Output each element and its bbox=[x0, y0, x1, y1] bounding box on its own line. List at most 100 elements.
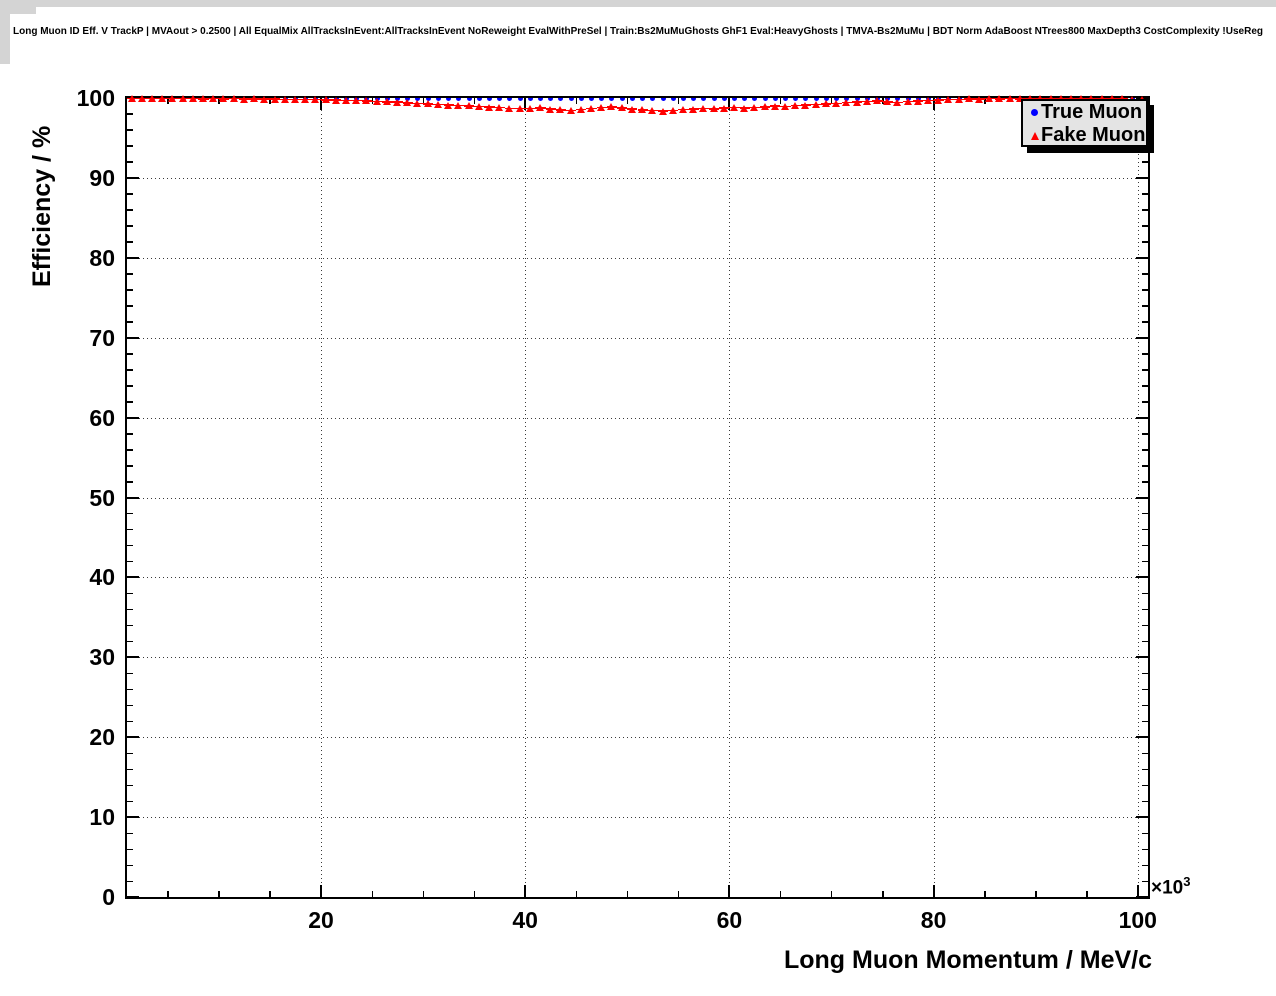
gridline-horizontal bbox=[127, 257, 1148, 259]
data-point-fake-muon bbox=[239, 95, 248, 103]
y-minor-tick-mirror bbox=[1142, 273, 1148, 275]
plot-frame-border bbox=[125, 96, 1150, 899]
data-point-fake-muon bbox=[556, 106, 565, 114]
data-point-true-muon bbox=[691, 95, 697, 101]
data-point-true-muon bbox=[885, 95, 891, 101]
y-major-tick bbox=[127, 256, 139, 259]
y-major-tick-mirror bbox=[1136, 576, 1148, 579]
y-minor-tick bbox=[127, 385, 133, 387]
data-point-true-muon bbox=[854, 95, 860, 101]
y-tick-label: 70 bbox=[89, 324, 115, 351]
data-point-true-muon bbox=[589, 95, 595, 101]
y-minor-tick bbox=[127, 225, 133, 227]
y-minor-tick-mirror bbox=[1142, 768, 1148, 771]
data-point-fake-muon bbox=[934, 96, 943, 104]
data-point-true-muon bbox=[629, 95, 635, 101]
data-point-fake-muon bbox=[944, 96, 953, 104]
data-point-true-muon bbox=[507, 95, 513, 101]
x-minor-tick-mirror bbox=[575, 98, 578, 104]
y-minor-tick-mirror bbox=[1142, 672, 1148, 675]
data-point-fake-muon bbox=[148, 94, 157, 102]
gridline-vertical bbox=[525, 98, 527, 897]
x-minor-tick-mirror bbox=[473, 98, 476, 104]
y-minor-tick bbox=[127, 161, 133, 163]
data-point-fake-muon bbox=[444, 101, 453, 109]
data-point-fake-muon bbox=[832, 99, 841, 107]
y-minor-tick-mirror bbox=[1142, 528, 1148, 531]
data-point-true-muon bbox=[834, 95, 840, 101]
fake-muon-marker bbox=[1028, 131, 1041, 140]
x-minor-tick-mirror bbox=[677, 98, 680, 104]
y-minor-tick bbox=[127, 465, 133, 467]
data-point-fake-muon bbox=[158, 95, 167, 103]
y-minor-tick bbox=[127, 608, 133, 611]
gridline-horizontal bbox=[127, 337, 1148, 339]
y-minor-tick bbox=[127, 241, 133, 243]
y-minor-tick-mirror bbox=[1142, 433, 1148, 435]
y-major-tick bbox=[127, 896, 139, 898]
y-minor-tick bbox=[127, 449, 133, 451]
data-point-fake-muon bbox=[709, 105, 718, 113]
data-point-fake-muon bbox=[536, 104, 544, 112]
data-point-fake-muon bbox=[883, 98, 892, 106]
x-major-tick bbox=[524, 885, 527, 897]
data-point-true-muon bbox=[772, 95, 778, 101]
y-minor-tick bbox=[127, 704, 133, 707]
gridline-vertical bbox=[729, 98, 731, 897]
data-point-true-muon bbox=[538, 95, 543, 101]
data-point-fake-muon bbox=[464, 102, 473, 110]
data-point-fake-muon bbox=[576, 106, 585, 113]
x-minor-tick bbox=[473, 891, 476, 897]
y-minor-tick-mirror bbox=[1142, 784, 1148, 787]
data-point-true-muon bbox=[456, 95, 462, 101]
y-minor-tick-mirror bbox=[1142, 688, 1148, 691]
data-point-true-muon bbox=[793, 95, 799, 101]
y-tick-label: 50 bbox=[89, 484, 115, 511]
data-point-fake-muon bbox=[311, 96, 320, 104]
data-point-true-muon bbox=[844, 95, 850, 101]
y-minor-tick bbox=[127, 800, 133, 803]
y-major-tick-mirror bbox=[1136, 176, 1148, 179]
data-point-true-muon bbox=[599, 95, 605, 101]
data-point-fake-muon bbox=[923, 96, 932, 104]
data-point-fake-muon bbox=[740, 104, 749, 112]
data-point-fake-muon bbox=[954, 95, 963, 103]
data-point-true-muon bbox=[548, 95, 554, 101]
y-major-tick bbox=[127, 416, 139, 419]
data-point-fake-muon bbox=[484, 103, 493, 111]
data-point-true-muon bbox=[803, 95, 809, 101]
y-major-tick-mirror bbox=[1136, 416, 1148, 419]
data-point-fake-muon bbox=[525, 104, 534, 112]
y-major-tick-mirror bbox=[1136, 816, 1148, 819]
y-major-tick-mirror bbox=[1136, 896, 1148, 898]
data-point-fake-muon bbox=[627, 105, 636, 113]
y-minor-tick bbox=[127, 864, 133, 867]
x-major-tick-mirror bbox=[319, 98, 322, 110]
x-minor-tick-mirror bbox=[779, 98, 782, 104]
y-minor-tick-mirror bbox=[1142, 880, 1148, 883]
data-point-true-muon bbox=[813, 95, 819, 101]
y-tick-label: 90 bbox=[89, 164, 115, 191]
data-point-true-muon bbox=[425, 95, 431, 101]
data-point-fake-muon bbox=[546, 105, 555, 113]
gridline-vertical bbox=[933, 98, 935, 897]
y-tick-label: 40 bbox=[89, 564, 115, 591]
data-point-fake-muon bbox=[209, 95, 218, 103]
data-point-fake-muon bbox=[587, 105, 596, 113]
data-point-fake-muon bbox=[1026, 95, 1035, 103]
data-point-fake-muon bbox=[750, 103, 759, 111]
x-tick-label: 100 bbox=[1118, 907, 1157, 933]
x-minor-tick bbox=[677, 891, 680, 897]
data-point-fake-muon bbox=[781, 102, 790, 110]
data-point-fake-muon bbox=[362, 97, 371, 105]
data-point-fake-muon bbox=[903, 98, 912, 106]
y-minor-tick-mirror bbox=[1142, 401, 1148, 403]
y-minor-tick-mirror bbox=[1142, 449, 1148, 451]
y-minor-tick bbox=[127, 273, 133, 275]
x-major-tick bbox=[1136, 885, 1139, 897]
y-minor-tick-mirror bbox=[1142, 560, 1148, 563]
x-minor-tick bbox=[1035, 891, 1037, 897]
data-point-fake-muon bbox=[678, 106, 687, 114]
data-point-fake-muon bbox=[872, 97, 881, 105]
